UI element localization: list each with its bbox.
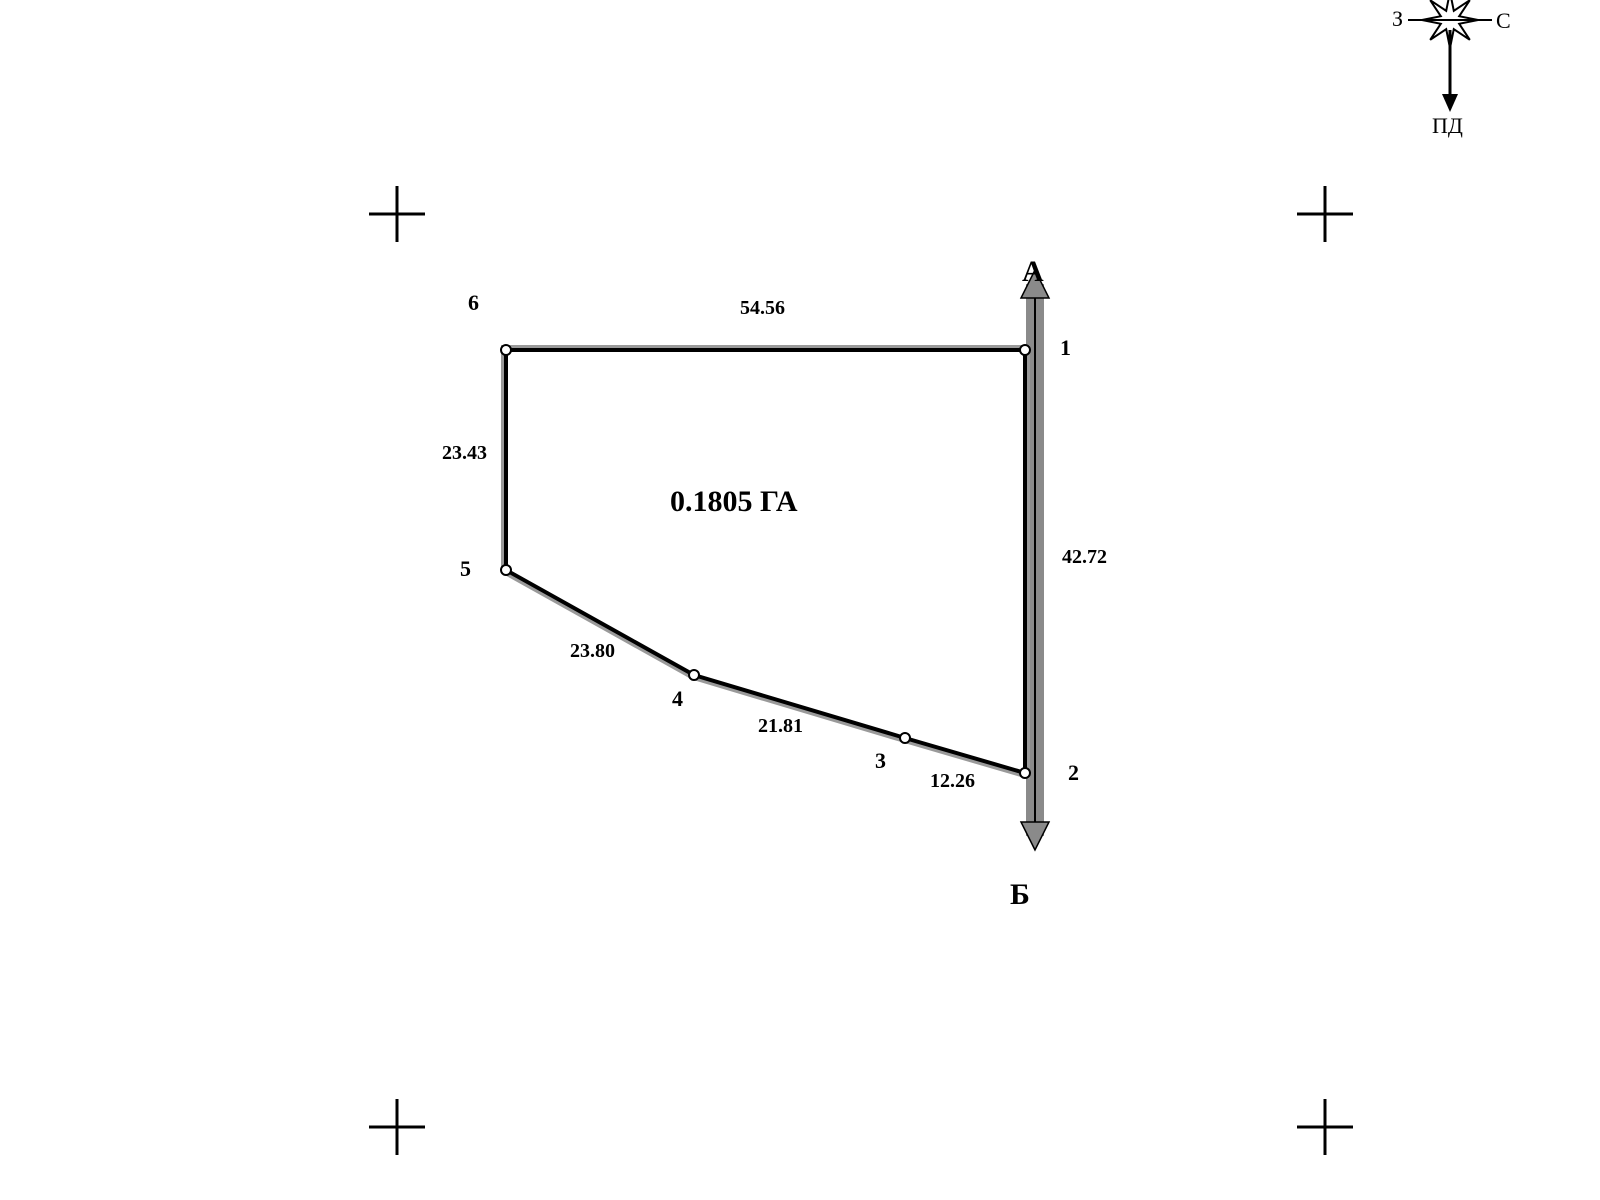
compass-west-label: З	[1392, 6, 1403, 32]
vertex-label-1: 1	[1060, 335, 1071, 361]
vertex-label-5: 5	[460, 556, 471, 582]
compass-east-label: С	[1496, 8, 1511, 34]
edge-length-12: 42.72	[1062, 546, 1107, 569]
vertex-label-6: 6	[468, 290, 479, 316]
edge-length-34: 21.81	[758, 715, 803, 738]
edge-length-45: 23.80	[570, 640, 615, 663]
edge-length-56: 23.43	[442, 442, 487, 465]
letter-label-b: Б	[1010, 878, 1030, 912]
vertex-label-2: 2	[1068, 760, 1079, 786]
edge-length-61: 54.56	[740, 297, 785, 320]
edge-length-23: 12.26	[930, 770, 975, 793]
vertex-label-4: 4	[672, 686, 683, 712]
compass-south-label: ПД	[1432, 113, 1463, 139]
area-label: 0.1805 ГА	[670, 485, 798, 519]
land-plot-diagram	[0, 0, 1600, 1200]
letter-label-a: А	[1022, 255, 1044, 289]
vertex-label-3: 3	[875, 748, 886, 774]
